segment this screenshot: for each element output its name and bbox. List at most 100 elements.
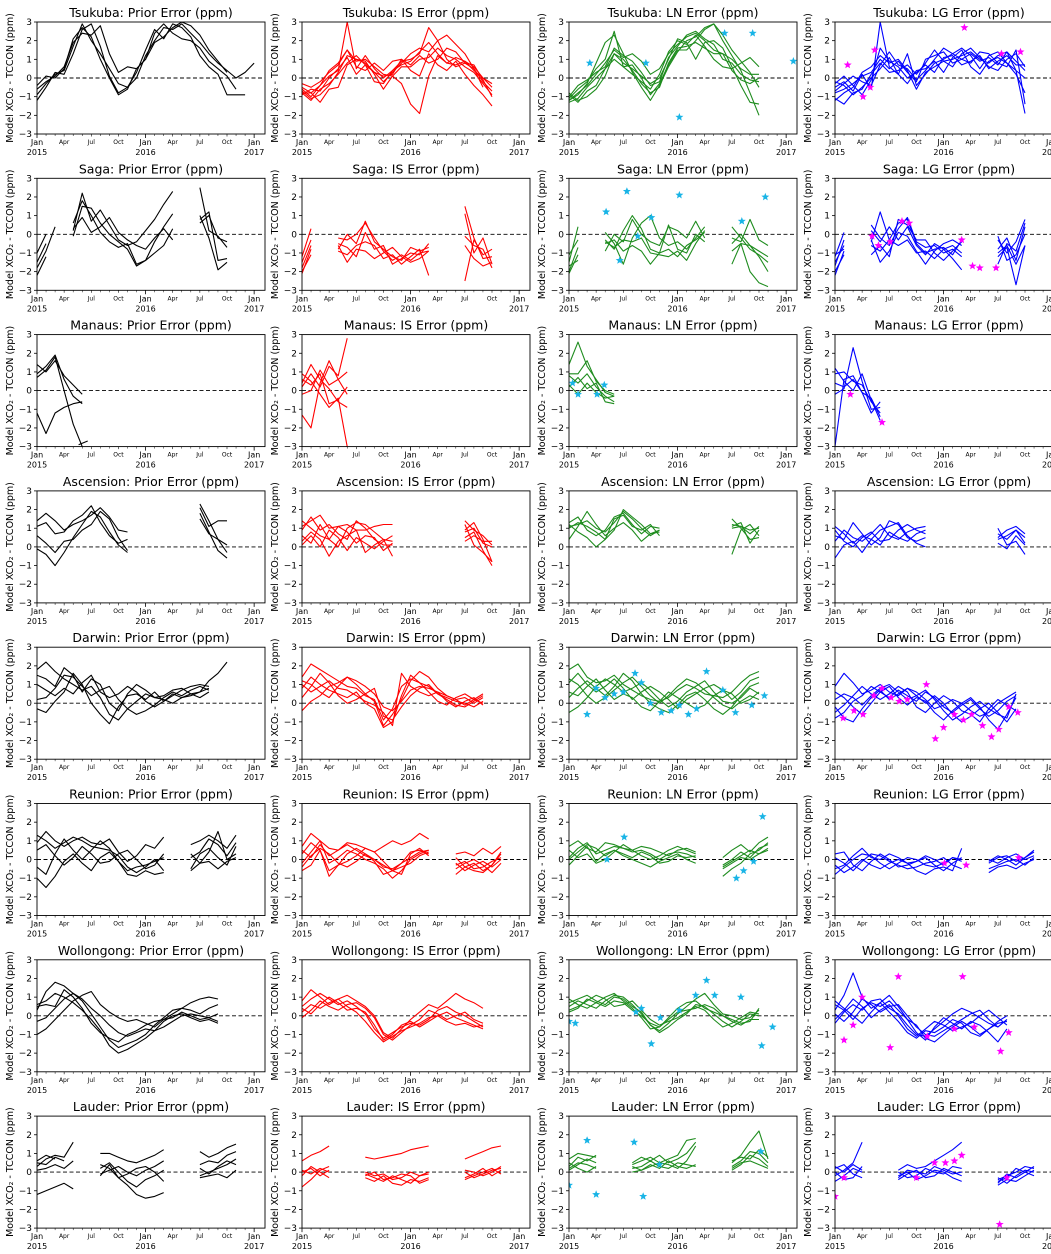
x-tick-label: Jan <box>247 294 260 303</box>
series-line <box>37 510 128 567</box>
axes-frame <box>301 21 531 135</box>
y-tick-label: 2 <box>291 818 297 828</box>
chart-title: Darwin: IS Error (ppm) <box>346 630 486 645</box>
x-minor-tick-label: Oct <box>113 1077 124 1084</box>
x-minor-tick-label: Apr <box>433 139 444 146</box>
star-marker <box>675 190 684 199</box>
y-axis-label: Model XCO₂ - TCCON (ppm) <box>5 326 16 456</box>
y-tick-label: 3 <box>26 643 32 653</box>
star-marker <box>878 418 886 426</box>
chart-title: Reunion: Prior Error (ppm) <box>69 787 233 802</box>
x-tick-year: 2016 <box>400 930 420 939</box>
series-line <box>988 849 1035 866</box>
x-minor-tick-label: Apr <box>168 1077 179 1084</box>
x-minor-tick-label: Apr <box>168 764 179 771</box>
x-minor-tick-label: Jul <box>87 921 96 928</box>
series-line <box>569 259 579 267</box>
y-tick-label: −3 <box>284 1224 297 1234</box>
series-line <box>464 1166 502 1177</box>
plot-area <box>37 1141 237 1199</box>
x-tick-year: 2017 <box>509 461 529 470</box>
y-tick-label: 0 <box>291 856 297 866</box>
x-minor-tick-label: Oct <box>754 452 765 459</box>
series-line <box>302 53 493 107</box>
star-marker <box>886 1043 895 1051</box>
x-minor-tick-label: Oct <box>645 452 656 459</box>
star-marker <box>1004 702 1013 711</box>
x-minor-tick-label: Oct <box>378 921 389 928</box>
x-tick-label: Jan <box>670 763 683 772</box>
x-tick-label: Jan <box>403 763 416 772</box>
star-marker <box>840 1035 848 1044</box>
y-tick-label: 2 <box>26 506 32 516</box>
star-marker <box>675 700 684 709</box>
y-tick-label: 3 <box>558 174 564 184</box>
series-line <box>78 440 88 446</box>
x-tick-year: 2015 <box>292 773 312 782</box>
y-tick-label: −1 <box>551 874 564 884</box>
y-tick-label: −3 <box>551 130 564 140</box>
y-tick-label: 0 <box>26 699 32 709</box>
x-tick-label: Jan <box>562 451 575 460</box>
series-line <box>731 233 769 258</box>
x-tick-label: Jan <box>30 138 43 147</box>
x-tick-label: Jan <box>670 138 683 147</box>
x-tick-year: 2017 <box>509 148 529 157</box>
y-tick-label: −1 <box>551 249 564 259</box>
x-minor-tick-label: Apr <box>324 764 335 771</box>
x-tick-label: Jan <box>562 1232 575 1241</box>
x-minor-tick-label: Oct <box>911 608 922 615</box>
y-tick-label: −2 <box>551 737 564 747</box>
x-minor-tick-label: Apr <box>168 608 179 615</box>
y-tick-label: 3 <box>26 956 32 966</box>
x-minor-tick-label: Oct <box>222 764 233 771</box>
x-tick-year: 2017 <box>776 930 796 939</box>
plot-area <box>569 812 769 882</box>
x-minor-tick-label: Oct <box>487 452 498 459</box>
series-line <box>569 842 696 861</box>
y-tick-label: −2 <box>284 1049 297 1059</box>
x-minor-tick-label: Oct <box>911 921 922 928</box>
series-line <box>100 1162 164 1188</box>
x-tick-year: 2015 <box>559 617 579 626</box>
x-tick-year: 2017 <box>1042 617 1051 626</box>
x-tick-label: Jan <box>295 607 308 616</box>
series-line <box>302 529 393 552</box>
x-minor-tick-label: Jul <box>885 1077 894 1084</box>
y-tick-label: 1 <box>291 524 297 534</box>
y-tick-label: −3 <box>551 286 564 296</box>
star-marker <box>592 1190 601 1198</box>
y-tick-label: 1 <box>558 1149 564 1159</box>
star-marker <box>994 725 1003 733</box>
series-line <box>604 231 706 265</box>
series-line <box>99 1164 164 1199</box>
series-line <box>302 373 348 405</box>
series-line <box>898 1141 963 1171</box>
x-tick-year: 2015 <box>27 1242 47 1251</box>
y-tick-label: −2 <box>19 111 32 121</box>
x-minor-tick-label: Oct <box>222 1077 233 1084</box>
plot-area <box>569 663 769 718</box>
y-tick-label: 1 <box>824 524 830 534</box>
x-tick-year: 2015 <box>292 304 312 313</box>
series-line <box>37 1141 74 1167</box>
series-line <box>569 678 760 713</box>
x-minor-tick-label: Apr <box>168 139 179 146</box>
panel-saga-lg: Saga: LG Error (ppm) Model XCO₂ - TCCON (… <box>803 161 1051 313</box>
star-marker <box>657 708 666 716</box>
x-minor-tick-label: Apr <box>168 921 179 928</box>
axes-frame <box>36 177 266 291</box>
series-line <box>37 507 128 533</box>
series-line <box>731 218 769 246</box>
y-tick-label: 0 <box>824 230 830 240</box>
y-axis-label: Model XCO₂ - TCCON (ppm) <box>270 795 281 925</box>
y-tick-label: 0 <box>26 856 32 866</box>
y-tick-label: 2 <box>291 506 297 516</box>
y-tick-label: −3 <box>284 755 297 765</box>
x-minor-tick-label: Jul <box>195 1233 204 1240</box>
series-line <box>72 205 174 267</box>
x-tick-year: 2016 <box>933 461 953 470</box>
star-marker <box>569 378 577 387</box>
x-minor-tick-label: Jul <box>885 921 894 928</box>
y-tick-label: 3 <box>824 331 830 341</box>
